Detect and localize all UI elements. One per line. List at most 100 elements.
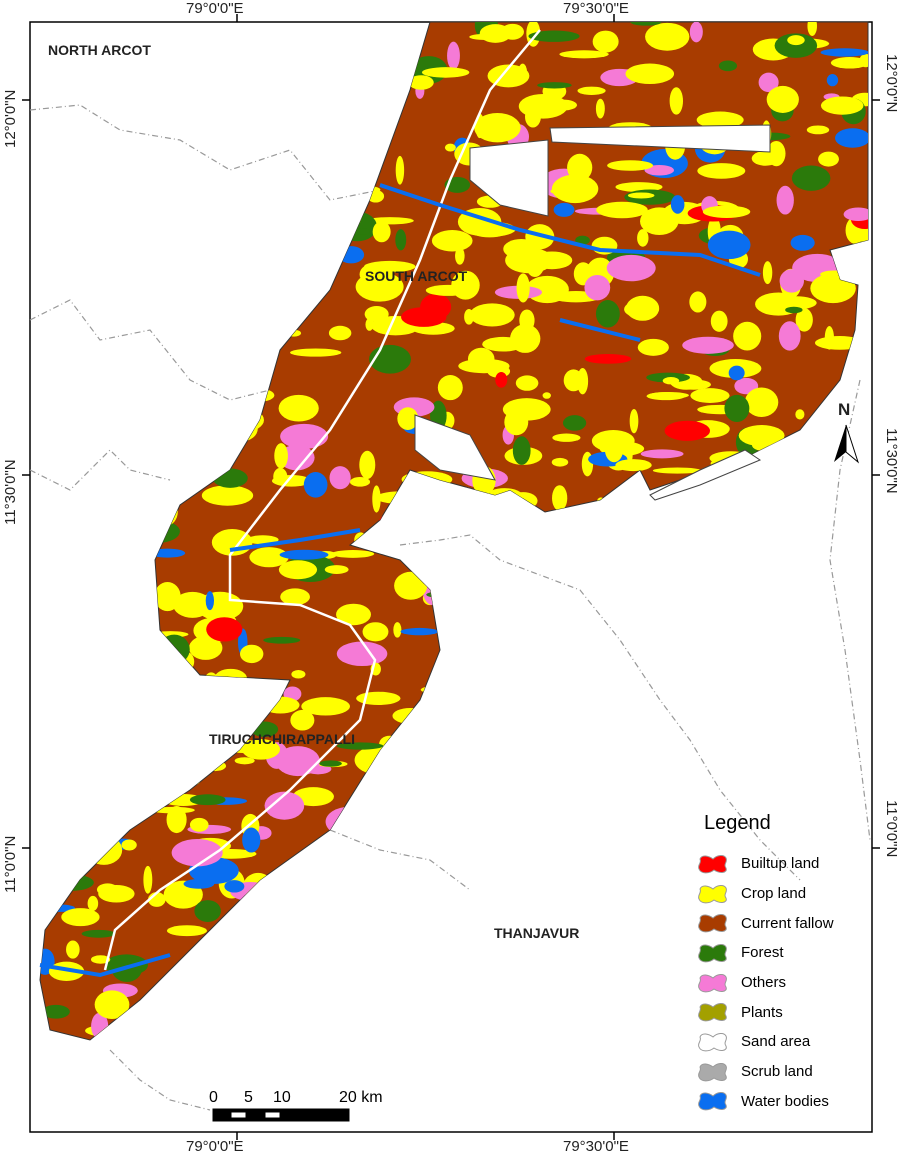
patch-water-bodies (303, 471, 328, 498)
patch-water-bodies (790, 234, 815, 251)
patch-others (280, 423, 329, 449)
legend-swatch-icon (698, 1092, 727, 1111)
patch-crop-land (762, 261, 773, 285)
patch-crop-land (421, 67, 470, 78)
patch-crop-land (524, 105, 541, 128)
patch-crop-land (437, 374, 463, 401)
patch-others (644, 165, 675, 176)
patch-others (606, 254, 656, 282)
patch-crop-land (669, 87, 684, 115)
patch-forest (512, 436, 531, 465)
patch-crop-land (154, 582, 181, 612)
lat-label-left-3: 11°0'0"N (2, 835, 19, 893)
patch-crop-land (615, 459, 652, 472)
patch-crop-land (516, 273, 530, 303)
place-tiruchchirappalli: TIRUCHCHIRAPPALLI (209, 731, 355, 747)
patch-crop-land (359, 450, 376, 480)
patch-water-bodies (242, 827, 261, 853)
patch-crop-land (280, 588, 310, 606)
lat-label-left-1: 12°0'0"N (2, 89, 19, 148)
patch-crop-land (94, 990, 130, 1019)
lon-label-top-1: 79°0'0"E (186, 0, 244, 17)
patch-forest (785, 306, 803, 314)
legend-title: Legend (704, 812, 771, 834)
patch-crop-land (646, 392, 686, 401)
lat-label-right-2: 11°30'0"N (883, 428, 900, 494)
patch-others (278, 444, 315, 471)
patch-others (336, 641, 388, 667)
patch-crop-land (807, 22, 818, 36)
patch-crop-land (551, 457, 569, 467)
patch-crop-land (733, 321, 762, 351)
patch-crop-land (637, 338, 669, 356)
patch-crop-land (469, 303, 515, 327)
patch-crop-land (408, 75, 434, 90)
patch-crop-land (465, 221, 516, 237)
patch-crop-land (278, 394, 319, 422)
legend-item: Forest (696, 938, 834, 968)
legend-item: Plants (696, 997, 834, 1027)
legend-item: Water bodies (696, 1087, 834, 1117)
patch-crop-land (90, 955, 111, 964)
place-south-arcot: SOUTH ARCOT (365, 268, 468, 284)
patch-forest (630, 22, 662, 26)
legend-item: Scrub land (696, 1057, 834, 1087)
legend-label: Water bodies (741, 1092, 829, 1110)
legend-label: Forest (741, 944, 784, 962)
legend: Legend Builtup land Crop land Current fall… (696, 812, 834, 1116)
patch-crop-land (567, 153, 593, 182)
legend-swatch-icon (698, 1032, 727, 1052)
patch-forest (395, 229, 407, 251)
patch-others (776, 185, 794, 215)
patch-crop-land (542, 392, 551, 399)
patch-water-bodies (826, 74, 839, 87)
patch-crop-land (87, 895, 99, 912)
patch-builtup-land (584, 353, 632, 364)
patch-crop-land (356, 691, 401, 706)
patch-crop-land (607, 160, 654, 171)
legend-swatch-icon (698, 884, 727, 903)
patch-forest (263, 636, 301, 644)
patch-crop-land (627, 192, 655, 199)
patch-crop-land (625, 63, 675, 85)
patch-crop-land (552, 433, 581, 442)
lon-label-bottom-1: 79°0'0"E (186, 1138, 244, 1155)
patch-others (264, 791, 305, 820)
patch-crop-land (189, 817, 209, 832)
patch-others (689, 22, 703, 43)
patch-crop-land (241, 739, 280, 760)
patch-forest (791, 165, 831, 191)
patch-crop-land (274, 443, 288, 469)
patch-forest (528, 30, 580, 42)
legend-swatch-icon (698, 1003, 727, 1022)
patch-crop-land (331, 550, 375, 558)
patch-forest (81, 929, 116, 938)
patch-crop-land (795, 308, 813, 332)
patch-crop-land (239, 644, 264, 664)
patch-crop-land (820, 96, 864, 115)
patch-crop-land (787, 35, 805, 46)
patch-others (329, 466, 351, 490)
legend-swatch-icon (698, 943, 727, 963)
patch-crop-land (273, 467, 288, 486)
graticule-ticks (22, 14, 880, 1140)
district-boundaries (29, 104, 871, 1111)
lon-label-top-2: 79°30'0"E (563, 0, 629, 17)
patch-crop-land (689, 291, 707, 313)
legend-item: Current fallow (696, 908, 834, 938)
legend-swatch-icon (698, 854, 727, 874)
patch-crop-land (395, 155, 405, 185)
patch-others (779, 269, 804, 293)
patch-crop-land (624, 300, 660, 319)
patch-crop-land (662, 377, 680, 385)
patch-water-bodies (279, 549, 329, 560)
patch-forest (194, 900, 221, 922)
patch-crop-land (249, 547, 289, 568)
place-thanjavur: THANJAVUR (494, 925, 580, 941)
patch-crop-land (645, 22, 690, 51)
patch-water-bodies (205, 591, 215, 611)
lat-label-left-2: 11°30'0"N (2, 459, 19, 525)
patch-crop-land (246, 535, 279, 545)
patch-builtup-land (495, 371, 508, 388)
patch-crop-land (425, 284, 471, 296)
